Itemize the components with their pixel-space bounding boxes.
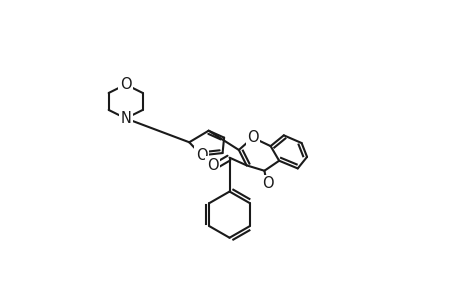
- Text: N: N: [120, 111, 131, 126]
- Text: O: O: [262, 176, 274, 191]
- Text: O: O: [206, 158, 218, 173]
- Text: O: O: [196, 148, 207, 163]
- Text: O: O: [246, 130, 258, 145]
- Text: O: O: [120, 77, 131, 92]
